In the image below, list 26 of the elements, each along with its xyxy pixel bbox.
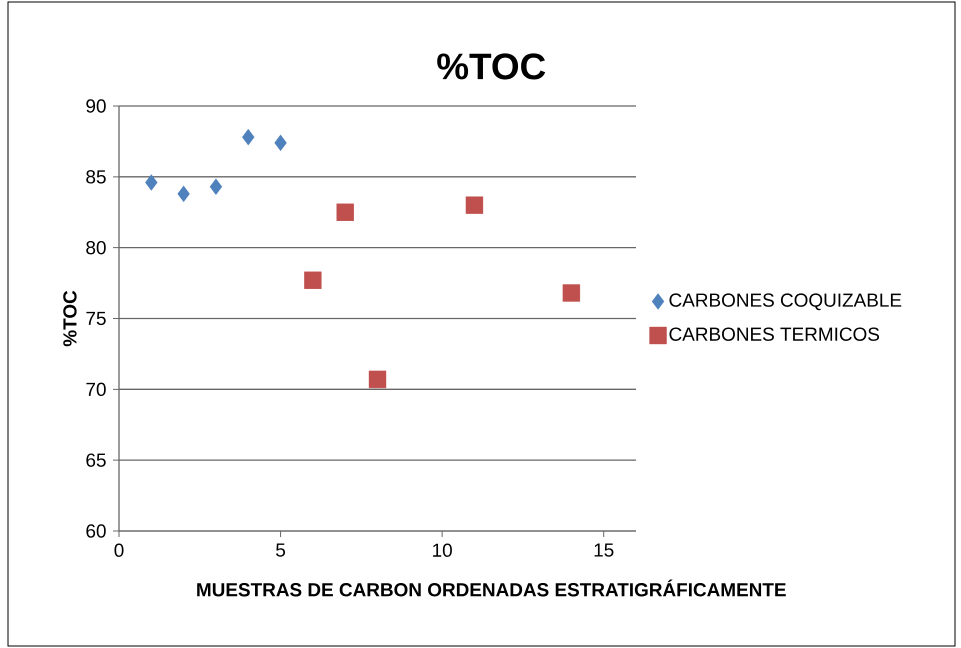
- y-tick-label: 60: [86, 524, 106, 538]
- x-tick-label: 15: [594, 544, 614, 557]
- y-tick-label: 90: [86, 99, 106, 113]
- x-tick-label: 0: [114, 543, 124, 557]
- chart-title: %TOC: [437, 53, 546, 80]
- y-tick-label: 75: [86, 312, 106, 326]
- point: [274, 134, 287, 152]
- point: [466, 196, 484, 214]
- point: [368, 370, 386, 388]
- x-tick-label: 5: [276, 544, 286, 557]
- point: [562, 284, 580, 302]
- point: [304, 272, 322, 289]
- point: [242, 128, 254, 146]
- point: [210, 178, 222, 195]
- y-tick-label: 65: [86, 453, 106, 467]
- x-axis-title: MUESTRAS DE CARBON ORDENADAS ESTRATIGRÁFICAMENTE: [197, 580, 786, 596]
- y-axis-title: %TOC: [63, 290, 77, 346]
- point: [336, 204, 354, 221]
- legend-label: CARBONES COQUIZABLE: [669, 293, 902, 310]
- x-tick-label: 10: [433, 543, 452, 557]
- legend-label: CARBONES TERMICOS: [669, 327, 880, 341]
- point: [177, 186, 190, 202]
- y-tick-label: 80: [86, 240, 106, 254]
- point: [145, 174, 158, 191]
- y-tick-label: 70: [86, 382, 106, 396]
- y-tick-label: 85: [86, 170, 106, 184]
